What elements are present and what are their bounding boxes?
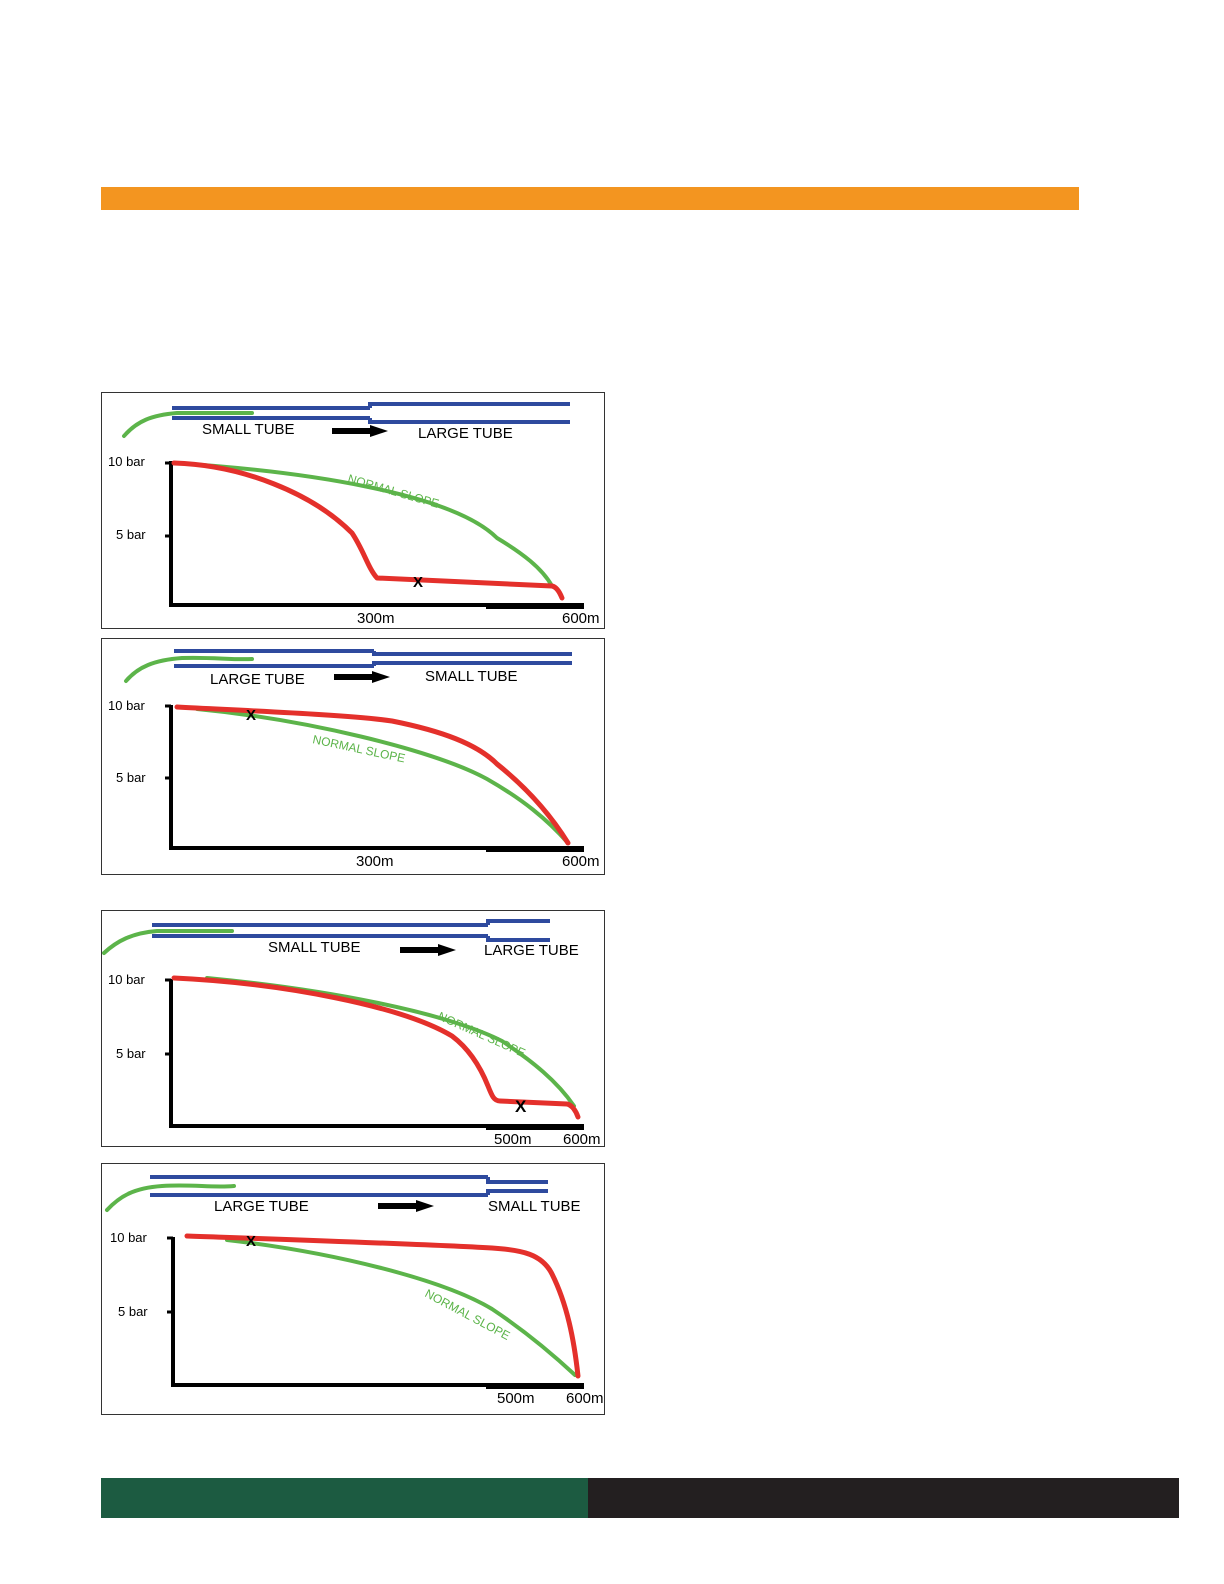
- y-label-5-bar: 5 bar: [118, 1304, 148, 1319]
- normal-slope-line: [172, 461, 554, 588]
- flow-arrow-head: [416, 1200, 434, 1212]
- tube-second-label: LARGE TUBE: [418, 425, 513, 442]
- y-label-5-bar: 5 bar: [116, 527, 146, 542]
- break-marker: X: [246, 1233, 256, 1250]
- pressure-chart: 10 bar 5 bar 500m 600m NORMAL SLOPE X: [110, 1230, 604, 1407]
- y-label-10-bar: 10 bar: [108, 454, 146, 469]
- footer-bar-green: [101, 1478, 588, 1518]
- tube-second-label: LARGE TUBE: [484, 942, 579, 959]
- tube-first-label: SMALL TUBE: [268, 939, 361, 956]
- y-label-10-bar: 10 bar: [110, 1230, 148, 1245]
- diagram-small-to-large-300m: SMALL TUBE LARGE TUBE 10 bar 5 bar 300m …: [101, 392, 605, 629]
- break-marker: X: [246, 707, 256, 724]
- hose-lead-line: [122, 411, 254, 438]
- pressure-line: [171, 975, 581, 1120]
- break-marker: X: [515, 1097, 527, 1116]
- flow-arrow-head: [370, 425, 388, 437]
- small-tube-bottom: [372, 661, 572, 666]
- large-tube-bottom: [486, 936, 550, 942]
- x-label-end: 600m: [563, 1131, 601, 1147]
- footer-bar-dark: [588, 1478, 1179, 1518]
- diagram-small-to-large-500m: SMALL TUBE LARGE TUBE 10 bar 5 bar 500m …: [101, 910, 605, 1147]
- break-marker: X: [413, 574, 423, 591]
- small-tube-top: [486, 1177, 548, 1184]
- y-label-10-bar: 10 bar: [108, 972, 146, 987]
- pressure-chart: 10 bar 5 bar 500m 600m NORMAL SLOPE X: [108, 972, 601, 1147]
- normal-slope-line: [205, 976, 576, 1108]
- x-label-mid: 500m: [497, 1390, 535, 1407]
- small-tube-bottom: [486, 1189, 548, 1195]
- tube-second-label: SMALL TUBE: [488, 1198, 581, 1215]
- y-label-5-bar: 5 bar: [116, 1046, 146, 1061]
- y-label-10-bar: 10 bar: [108, 698, 146, 713]
- header-accent-bar: [101, 187, 1079, 210]
- normal-slope-line: [225, 1238, 577, 1377]
- flow-arrow-head: [372, 671, 390, 683]
- x-label-mid: 300m: [357, 610, 395, 627]
- x-label-end: 600m: [562, 853, 600, 870]
- diagram-large-to-small-300m: LARGE TUBE SMALL TUBE 10 bar 5 bar 300m …: [101, 638, 605, 875]
- hose-diagram: SMALL TUBE LARGE TUBE: [122, 402, 570, 442]
- normal-slope-line: [195, 707, 570, 845]
- flow-arrow-head: [438, 944, 456, 956]
- small-tube-top: [372, 651, 572, 656]
- hose-diagram: LARGE TUBE SMALL TUBE: [124, 649, 572, 688]
- tube-second-label: SMALL TUBE: [425, 668, 518, 685]
- pressure-line: [184, 1233, 581, 1379]
- hose-lead-line: [102, 929, 234, 955]
- x-label-end: 600m: [566, 1390, 604, 1407]
- pressure-line: [174, 704, 571, 846]
- x-label-mid: 300m: [356, 853, 394, 870]
- hose-diagram: SMALL TUBE LARGE TUBE: [102, 919, 579, 959]
- tube-first-label: LARGE TUBE: [210, 671, 305, 688]
- hose-lead-line: [124, 655, 254, 683]
- tube-first-label: LARGE TUBE: [214, 1198, 309, 1215]
- y-label-5-bar: 5 bar: [116, 770, 146, 785]
- x-label-mid: 500m: [494, 1131, 532, 1147]
- large-tube-top: [368, 402, 570, 408]
- pressure-chart: 10 bar 5 bar 300m 600m NORMAL SLOPE X: [108, 454, 600, 627]
- normal-slope-label: NORMAL SLOPE: [346, 471, 440, 510]
- large-tube-top: [486, 919, 550, 925]
- diagram-large-to-small-500m: LARGE TUBE SMALL TUBE 10 bar 5 bar 500m …: [101, 1163, 605, 1415]
- pressure-line: [171, 460, 565, 601]
- large-tube-bottom: [368, 418, 570, 424]
- tube-first-label: SMALL TUBE: [202, 421, 295, 438]
- pressure-chart: 10 bar 5 bar 300m 600m NORMAL SLOPE X: [108, 698, 600, 870]
- x-label-end: 600m: [562, 610, 600, 627]
- hose-diagram: LARGE TUBE SMALL TUBE: [105, 1175, 581, 1215]
- hose-lead-line: [105, 1183, 236, 1212]
